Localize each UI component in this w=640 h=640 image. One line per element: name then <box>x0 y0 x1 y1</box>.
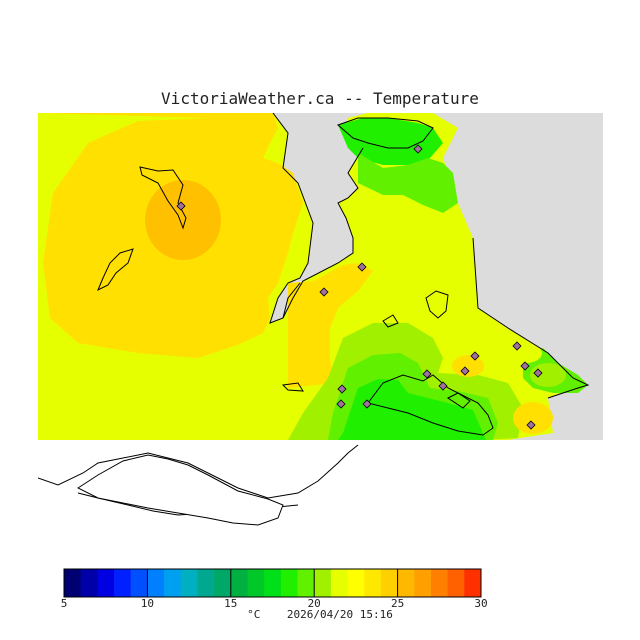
station-marker <box>520 361 530 371</box>
station-marker <box>337 384 347 394</box>
legend-swatch <box>447 569 465 597</box>
legend-swatch <box>347 569 365 597</box>
legend-swatch <box>147 569 165 597</box>
legend-swatch <box>297 569 315 597</box>
coastline-island-thetis <box>97 248 134 292</box>
map-title: VictoriaWeather.ca -- Temperature <box>161 89 479 108</box>
legend-swatch <box>330 569 349 597</box>
legend-swatches <box>64 569 482 597</box>
legend-swatch <box>97 569 115 597</box>
legend-tick-label: 5 <box>61 597 68 608</box>
legend-tick-label: 20 <box>308 597 321 608</box>
contour-band-green-island-north <box>338 118 443 165</box>
contour-band-green-island-mid <box>358 153 458 213</box>
legend-ticks: 5 10 15 20 25 30 <box>61 569 488 608</box>
station-marker <box>319 287 329 297</box>
legend-swatch <box>314 569 332 597</box>
legend-swatch <box>414 569 432 597</box>
legend-tick-label: 10 <box>141 597 154 608</box>
coastline-island-saltspring <box>337 117 434 149</box>
temperature-legend: 5 10 15 20 25 30 <box>61 568 488 608</box>
legend-swatch <box>130 569 148 597</box>
station-marker <box>438 381 448 391</box>
contour-band-green-east-blob <box>530 363 566 387</box>
coastline-victoria-harbour <box>367 374 494 436</box>
contour-band-orange <box>145 180 221 260</box>
legend-swatch <box>397 569 415 597</box>
legend-swatch <box>247 569 265 597</box>
legend-swatch <box>430 569 449 597</box>
coastline-mainland-west <box>269 113 364 324</box>
contour-band-gold-patch-2 <box>513 402 553 434</box>
legend-swatch <box>180 569 198 597</box>
station-marker <box>470 351 480 361</box>
timestamp-label: 2026/04/20 15:16 <box>286 608 393 621</box>
coastline-esquimalt <box>447 392 471 409</box>
legend-tick-label: 30 <box>474 597 487 608</box>
station-marker <box>362 399 372 409</box>
contour-band-gold-patch-1 <box>452 355 484 377</box>
station-marker <box>526 420 536 430</box>
coastline-island-small-2 <box>281 382 304 392</box>
station-marker <box>336 399 346 409</box>
legend-swatch <box>164 569 182 597</box>
legend-swatch <box>114 569 132 597</box>
station-marker <box>533 368 543 378</box>
footer-spacer <box>267 608 280 621</box>
station-marker <box>413 144 423 154</box>
coastline-island-gabriola <box>139 166 187 230</box>
station-marker <box>460 366 470 376</box>
station-marker <box>176 201 186 211</box>
temperature-map <box>38 113 603 545</box>
station-marker <box>422 369 432 379</box>
legend-swatch <box>230 569 248 597</box>
legend-tick-label: 15 <box>224 597 237 608</box>
station-marker <box>512 341 522 351</box>
legend-swatch <box>214 569 232 597</box>
olympic-land-shape <box>76 454 284 526</box>
legend-swatch <box>280 569 299 597</box>
coastline-island-small-1 <box>382 314 399 328</box>
coastline-olympic <box>38 444 359 499</box>
contour-band-gold-east <box>288 263 373 388</box>
legend-swatch <box>80 569 98 597</box>
coastline-island-james <box>425 290 449 319</box>
unit-label: °C <box>247 608 261 621</box>
legend-swatch <box>197 569 215 597</box>
coastline-saanich-inlet <box>282 282 301 319</box>
station-marker <box>357 262 367 272</box>
legend-swatch <box>64 569 82 597</box>
legend-swatch <box>380 569 399 597</box>
station-markers <box>176 144 543 430</box>
legend-swatch <box>364 569 382 597</box>
coastline-peninsula-east <box>472 237 590 399</box>
legend-swatch <box>464 569 482 597</box>
legend-swatch <box>264 569 282 597</box>
map-footer: °C 2026/04/20 15:16 <box>0 608 640 621</box>
legend-tick-label: 25 <box>391 597 404 608</box>
